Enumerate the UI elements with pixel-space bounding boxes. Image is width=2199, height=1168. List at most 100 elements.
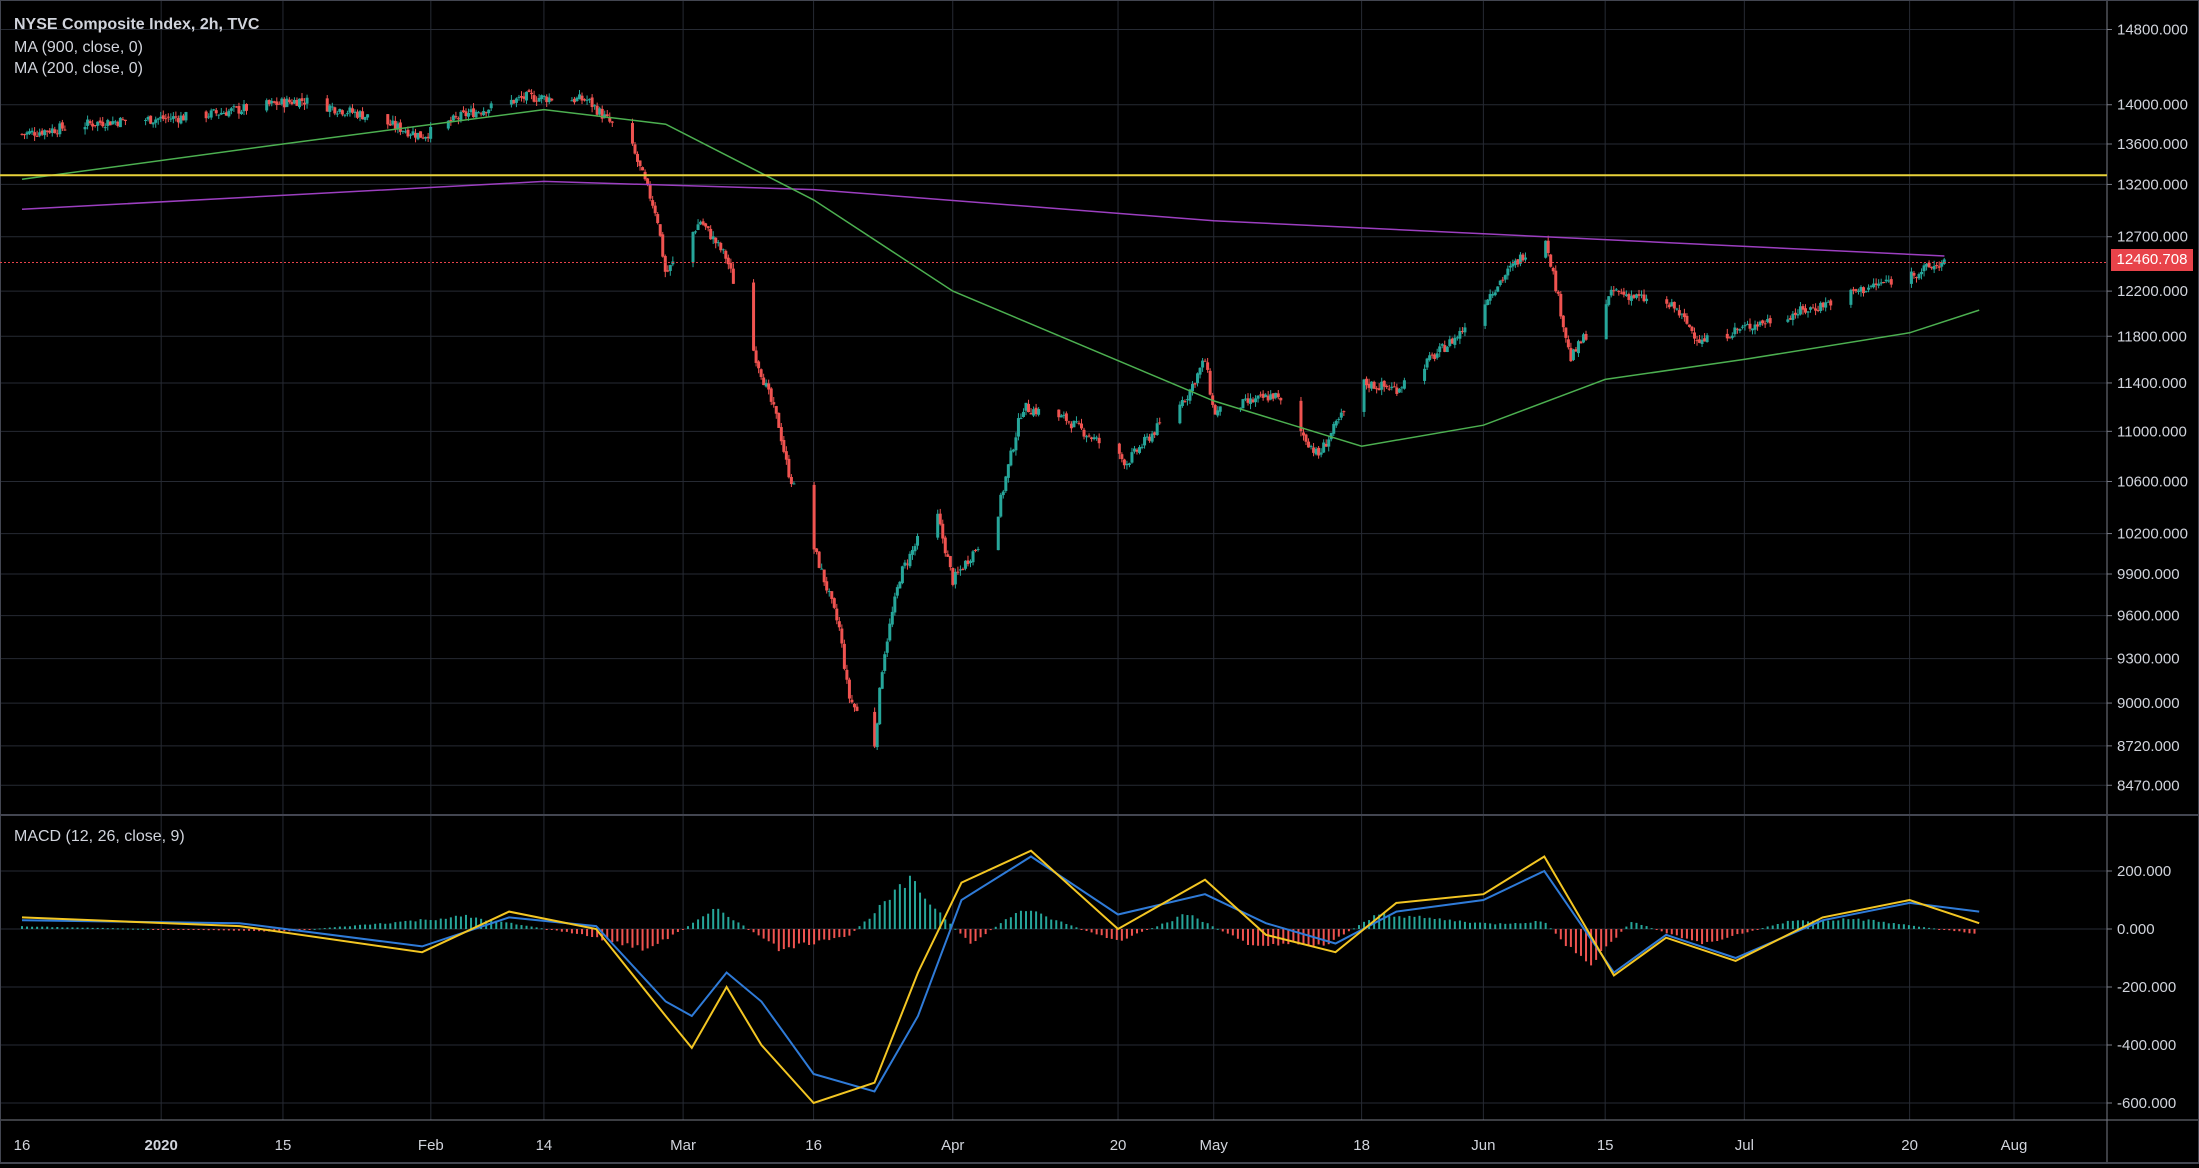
- candle-body: [910, 549, 914, 555]
- candle-body: [888, 623, 892, 641]
- candle-body: [1634, 294, 1638, 298]
- candle-body: [630, 123, 634, 144]
- candle-body: [542, 96, 546, 98]
- histogram-bar: [449, 917, 452, 929]
- histogram-bar: [843, 929, 846, 937]
- candle-body: [1874, 283, 1878, 285]
- candle-body: [792, 483, 796, 485]
- candle-body: [171, 116, 175, 119]
- candle-body: [900, 566, 904, 584]
- price-tick-label: 14800.000: [2117, 21, 2188, 38]
- histogram-bar: [1060, 921, 1063, 929]
- histogram-bar: [1948, 929, 1951, 931]
- histogram-bar: [1130, 929, 1133, 936]
- candle-body: [812, 484, 816, 550]
- candle-body: [532, 95, 536, 102]
- histogram-bar: [949, 923, 952, 929]
- candle-body: [303, 102, 307, 105]
- histogram-bar: [1761, 928, 1764, 930]
- candle-body: [646, 178, 650, 185]
- candle-body: [719, 242, 723, 251]
- candle-body: [1332, 423, 1336, 434]
- candle-body: [598, 108, 602, 115]
- histogram-bar: [162, 929, 165, 930]
- candle-body: [1513, 260, 1517, 265]
- histogram-bar: [863, 921, 866, 929]
- candle-body: [1864, 291, 1868, 293]
- histogram-bar: [1322, 929, 1325, 946]
- candle-body: [1753, 324, 1757, 330]
- histogram-bar: [1776, 923, 1779, 929]
- histogram-bar: [1847, 919, 1850, 929]
- histogram-bar: [1685, 929, 1688, 939]
- ma200-line: [21, 108, 1980, 447]
- histogram-bar: [742, 925, 745, 929]
- histogram-bar: [1574, 929, 1577, 954]
- candle-body: [999, 494, 1003, 517]
- candle-body: [88, 121, 92, 124]
- histogram-bar: [182, 929, 185, 930]
- candle-body: [898, 581, 902, 589]
- candle-body: [772, 402, 776, 405]
- candle-body: [1261, 393, 1265, 398]
- histogram-bar: [348, 926, 351, 929]
- candle-body: [963, 560, 967, 569]
- candle-body: [285, 98, 289, 107]
- candle-body: [1748, 323, 1752, 329]
- candle-body: [1180, 400, 1184, 406]
- histogram-bar: [444, 918, 447, 929]
- candle-body: [580, 95, 584, 101]
- histogram-bar: [1357, 925, 1360, 929]
- candle-body: [1438, 346, 1442, 353]
- candle-body: [875, 723, 879, 748]
- candle-body: [1448, 339, 1452, 346]
- histogram-bar: [1549, 928, 1552, 930]
- candle-body: [239, 111, 243, 115]
- candle-body: [936, 513, 940, 538]
- histogram-bar: [1292, 929, 1295, 943]
- candle-body: [1435, 353, 1439, 358]
- candle-body: [1819, 302, 1823, 312]
- histogram-bar: [954, 928, 957, 930]
- candle-body: [1856, 290, 1860, 292]
- histogram-bar: [631, 929, 634, 948]
- candle-body: [1433, 354, 1437, 359]
- histogram-bar: [1963, 929, 1966, 933]
- candle-body: [1927, 262, 1931, 268]
- histogram-bar: [1196, 918, 1199, 929]
- candle-body: [535, 100, 539, 102]
- candle-body: [489, 103, 493, 109]
- candle-body: [1571, 349, 1575, 360]
- candle-body: [290, 101, 294, 105]
- candle-body: [1826, 301, 1830, 303]
- histogram-bar: [1640, 924, 1643, 929]
- histogram-bar: [994, 926, 997, 929]
- macd-line: [21, 855, 1980, 1093]
- candle-body: [1059, 415, 1063, 418]
- histogram-bar: [1832, 920, 1835, 929]
- candle-body: [1334, 420, 1338, 426]
- candle-body: [951, 568, 955, 585]
- histogram-bar: [1453, 921, 1456, 929]
- candle-body: [169, 118, 173, 120]
- candle-body: [83, 127, 87, 130]
- time-tick-label: 18: [1353, 1137, 1370, 1154]
- candle-body: [517, 96, 521, 98]
- histogram-bar: [242, 929, 245, 931]
- candle-body: [1488, 294, 1492, 301]
- histogram-bar: [1408, 915, 1411, 929]
- histogram-bar: [1110, 929, 1113, 939]
- histogram-bar: [1141, 929, 1144, 932]
- candle-body: [429, 126, 433, 139]
- candle-body: [855, 706, 859, 711]
- candle-body: [1145, 436, 1149, 438]
- candle-body: [835, 608, 839, 621]
- histogram-bar: [1494, 924, 1497, 929]
- candle-body: [459, 111, 463, 121]
- candle-body: [406, 129, 410, 137]
- candle-body: [1032, 409, 1036, 416]
- candle-body: [33, 132, 37, 136]
- candle-body: [1397, 388, 1401, 393]
- histogram-bar: [142, 928, 145, 930]
